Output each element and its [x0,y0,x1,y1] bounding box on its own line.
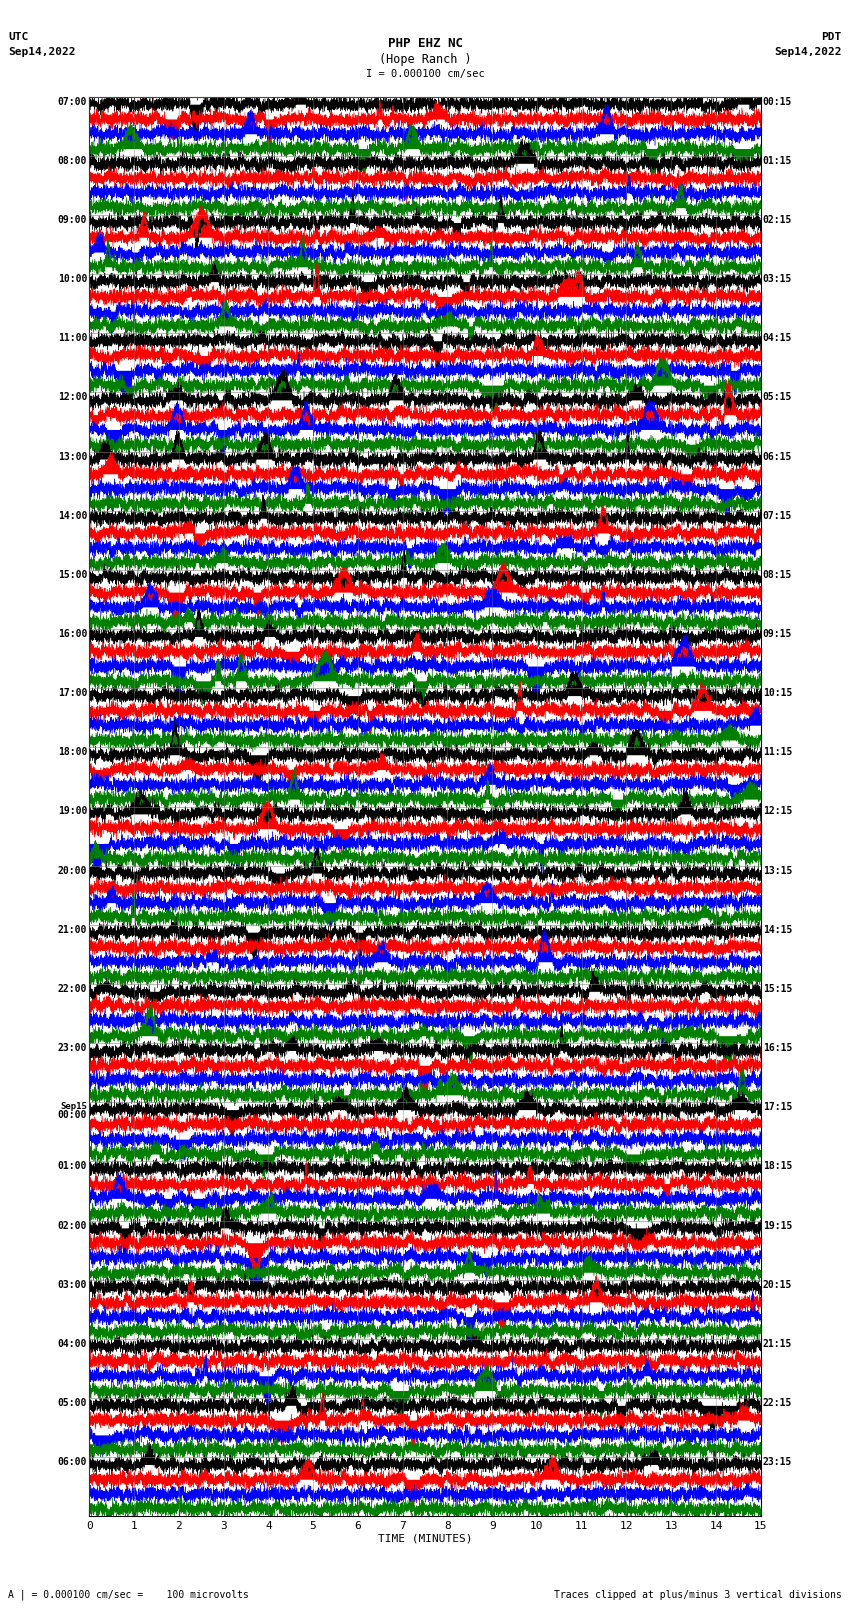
Text: 11:00: 11:00 [58,334,88,344]
Text: 02:00: 02:00 [58,1221,88,1231]
Text: Sep14,2022: Sep14,2022 [774,47,842,56]
Text: 01:00: 01:00 [58,1161,88,1171]
Text: 00:15: 00:15 [762,97,792,106]
Text: 21:00: 21:00 [58,924,88,936]
Text: A | = 0.000100 cm/sec =    100 microvolts: A | = 0.000100 cm/sec = 100 microvolts [8,1589,249,1600]
Text: 04:00: 04:00 [58,1339,88,1348]
Text: Sep15: Sep15 [60,1102,88,1111]
Text: 13:00: 13:00 [58,452,88,461]
Text: 11:15: 11:15 [762,747,792,758]
Text: Sep14,2022: Sep14,2022 [8,47,76,56]
Text: 22:00: 22:00 [58,984,88,994]
Text: 14:00: 14:00 [58,511,88,521]
Text: 15:00: 15:00 [58,569,88,581]
Text: 07:00: 07:00 [58,97,88,106]
Text: 20:00: 20:00 [58,866,88,876]
Text: 05:15: 05:15 [762,392,792,403]
X-axis label: TIME (MINUTES): TIME (MINUTES) [377,1534,473,1544]
Text: 12:15: 12:15 [762,806,792,816]
Text: 18:00: 18:00 [58,747,88,758]
Text: 10:00: 10:00 [58,274,88,284]
Text: PDT: PDT [821,32,842,42]
Text: 22:15: 22:15 [762,1398,792,1408]
Text: 12:00: 12:00 [58,392,88,403]
Text: 06:15: 06:15 [762,452,792,461]
Text: 19:15: 19:15 [762,1221,792,1231]
Text: 23:15: 23:15 [762,1457,792,1468]
Text: 15:15: 15:15 [762,984,792,994]
Text: 07:15: 07:15 [762,511,792,521]
Text: 18:15: 18:15 [762,1161,792,1171]
Text: 17:15: 17:15 [762,1102,792,1113]
Text: 17:00: 17:00 [58,689,88,698]
Text: 05:00: 05:00 [58,1398,88,1408]
Text: 08:00: 08:00 [58,156,88,166]
Text: 23:00: 23:00 [58,1044,88,1053]
Text: I = 0.000100 cm/sec: I = 0.000100 cm/sec [366,69,484,79]
Text: 04:15: 04:15 [762,334,792,344]
Text: 10:15: 10:15 [762,689,792,698]
Text: 02:15: 02:15 [762,215,792,226]
Text: 09:15: 09:15 [762,629,792,639]
Text: 06:00: 06:00 [58,1457,88,1468]
Text: 09:00: 09:00 [58,215,88,226]
Text: 20:15: 20:15 [762,1279,792,1290]
Text: 03:00: 03:00 [58,1279,88,1290]
Text: 00:00: 00:00 [58,1110,88,1119]
Text: 21:15: 21:15 [762,1339,792,1348]
Text: Traces clipped at plus/minus 3 vertical divisions: Traces clipped at plus/minus 3 vertical … [553,1590,842,1600]
Text: 01:15: 01:15 [762,156,792,166]
Text: 13:15: 13:15 [762,866,792,876]
Text: 16:15: 16:15 [762,1044,792,1053]
Text: 03:15: 03:15 [762,274,792,284]
Text: (Hope Ranch ): (Hope Ranch ) [379,53,471,66]
Text: PHP EHZ NC: PHP EHZ NC [388,37,462,50]
Text: 14:15: 14:15 [762,924,792,936]
Text: UTC: UTC [8,32,29,42]
Text: 19:00: 19:00 [58,806,88,816]
Text: 16:00: 16:00 [58,629,88,639]
Text: 08:15: 08:15 [762,569,792,581]
